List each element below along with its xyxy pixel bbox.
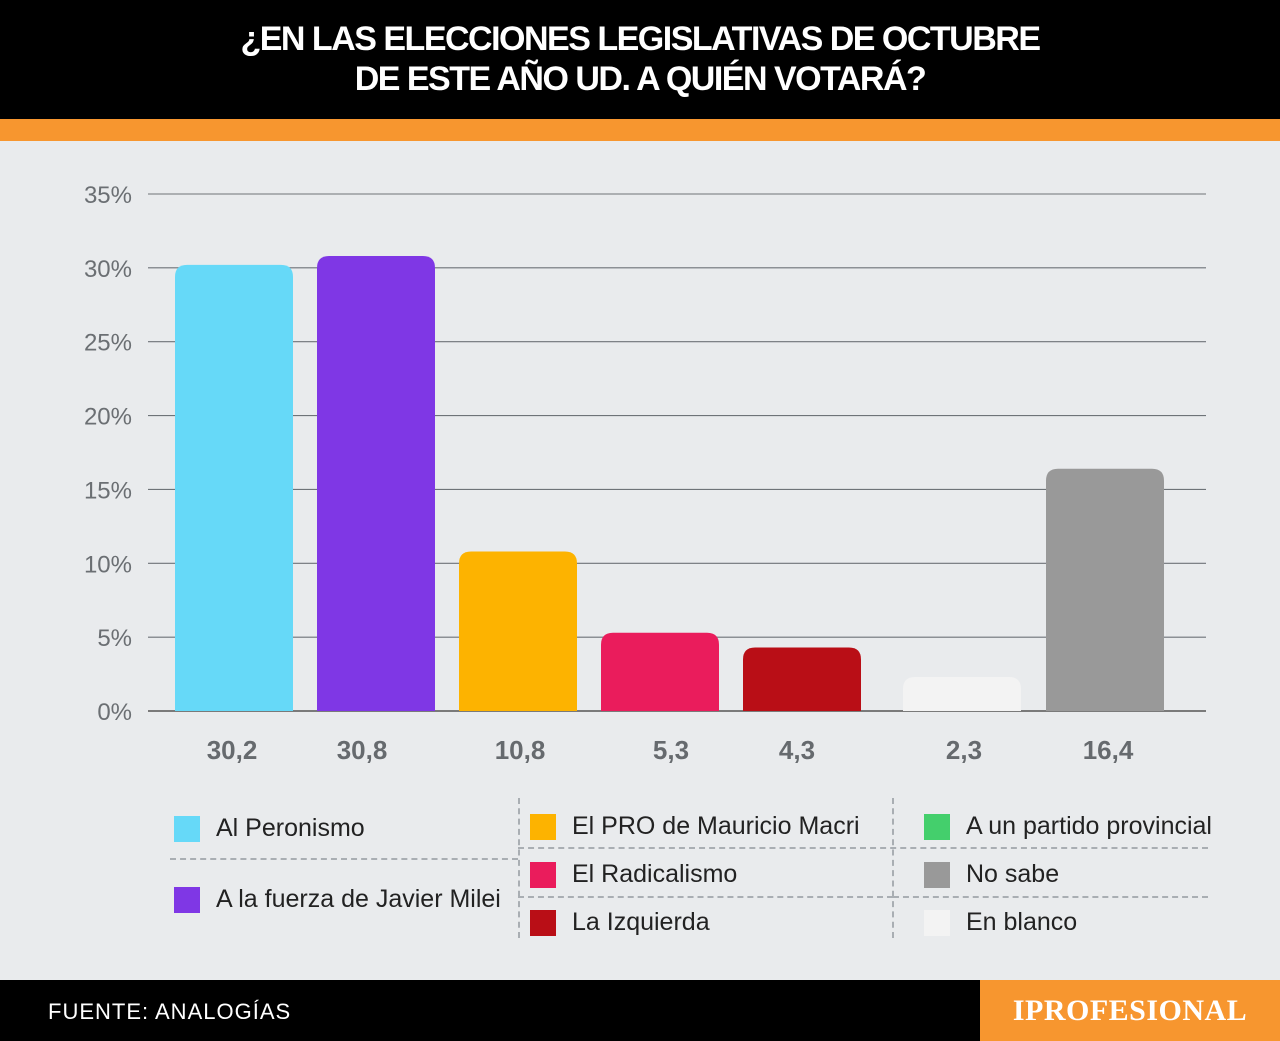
legend-divider [170,858,518,860]
legend-swatch [530,813,556,840]
y-tick-label: 25% [84,330,132,357]
legend-swatch [174,815,200,842]
brand-logo: IPROFESIONAL [980,980,1280,1041]
legend-swatch [174,886,200,913]
legend-divider [518,847,1208,849]
bar-chart: 0% 5% 10% 15% 20% 25% 30% 35% 30,2 30,8 10,8 5,3 4,… [84,182,1206,765]
bar [175,264,293,711]
chart-title-line-1: ¿EN LAS ELECCIONES LEGISLATIVAS DE OCTUB… [240,20,1041,58]
source-label: FUENTE: ANALOGÍAS [48,999,292,1024]
legend-divider [518,798,520,938]
header: ¿EN LAS ELECCIONES LEGISLATIVAS DE OCTUB… [0,0,1280,119]
data-label: 10,8 [495,735,546,765]
bar [601,632,719,711]
legend-swatch [924,813,950,840]
legend-label: La Izquierda [572,908,710,936]
data-label: 2,3 [946,735,982,765]
data-label: 30,8 [337,735,388,765]
legend-label: En blanco [966,908,1078,936]
data-label: 4,3 [779,735,815,765]
legend-item-milei: A la fuerza de Javier Milei [174,885,501,914]
legend-divider [893,896,1208,898]
bar [743,647,861,711]
data-label: 30,2 [207,735,258,765]
y-tick-label: 35% [84,182,132,209]
legend-item-no-sabe: No sabe [924,860,1059,889]
data-label: 16,4 [1083,735,1134,765]
legend-label: A la fuerza de Javier Milei [216,885,501,913]
y-tick-label: 30% [84,256,132,283]
bar [459,551,577,711]
legend: Al Peronismo A la fuerza de Javier Milei… [0,790,1280,980]
legend-item-en-blanco: En blanco [924,908,1077,937]
legend-label: A un partido provincial [966,812,1212,840]
legend-item-izquierda: La Izquierda [530,908,710,937]
legend-item-radicalismo: El Radicalismo [530,860,737,889]
legend-swatch [924,909,950,936]
legend-label: Al Peronismo [216,814,365,842]
legend-label: No sabe [966,860,1060,888]
y-tick-label: 20% [84,404,132,431]
legend-label: El Radicalismo [572,860,738,888]
orange-stripe [0,119,1280,141]
y-tick-label: 5% [97,625,132,652]
data-label: 5,3 [653,735,689,765]
footer: FUENTE: ANALOGÍAS IPROFESIONAL [0,980,1280,1041]
legend-divider [892,798,894,938]
bar [1046,468,1164,711]
y-tick-label: 15% [84,477,132,504]
legend-item-pro: El PRO de Mauricio Macri [530,812,860,841]
legend-item-partido-provincial: A un partido provincial [924,812,1212,841]
y-tick-label: 0% [97,699,132,726]
legend-swatch [530,861,556,888]
legend-item-peronismo: Al Peronismo [174,814,365,843]
chart-title-line-2: DE ESTE AÑO UD. A QUIÉN VOTARÁ? [354,60,927,98]
bar [903,677,1021,711]
legend-swatch [530,909,556,936]
legend-label: El PRO de Mauricio Macri [572,812,860,840]
y-tick-label: 10% [84,551,132,578]
legend-divider [518,896,893,898]
legend-swatch [924,861,950,888]
bar [317,256,435,711]
